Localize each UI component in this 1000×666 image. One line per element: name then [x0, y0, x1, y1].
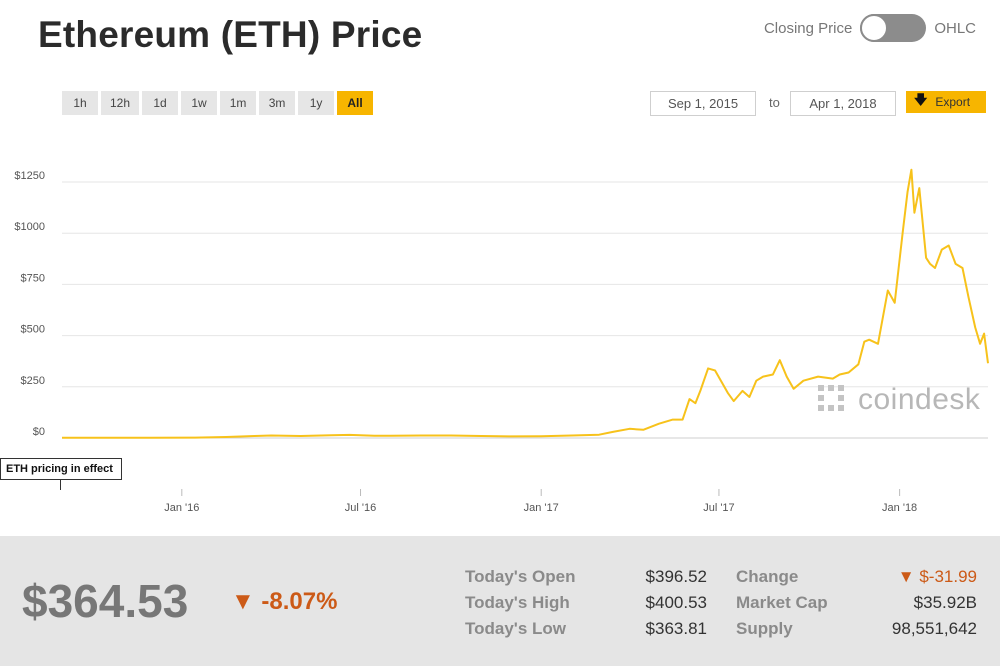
from-date-input[interactable]: Sep 1, 2015	[650, 91, 756, 116]
closing-price-label: Closing Price	[763, 19, 853, 37]
x-tick-label: Jan '17	[524, 502, 559, 514]
export-button[interactable]: 🡇 Export	[906, 91, 986, 113]
coindesk-watermark: coindesk	[816, 383, 980, 417]
toggle-knob	[860, 14, 889, 42]
stats-right-values: ▼ $-31.99 $35.92B 98,551,642	[850, 564, 977, 642]
eth-pricing-annotation: ETH pricing in effect	[0, 458, 122, 480]
y-tick-label: $250	[21, 375, 45, 387]
coindesk-wordmark: coindesk	[858, 383, 981, 416]
supply-label: Supply	[736, 619, 793, 638]
range-button-3m[interactable]: 3m	[259, 91, 296, 115]
range-button-1h[interactable]: 1h	[62, 91, 98, 115]
range-selector: 1h 12h 1d 1w 1m 3m 1y All	[62, 91, 374, 115]
todays-high-label: Today's High	[465, 593, 570, 612]
price-series-line	[62, 168, 989, 439]
price-mode-toggle[interactable]	[860, 14, 927, 42]
download-arrow-icon: 🡇	[914, 92, 928, 107]
price-summary-footer: $364.53 ▼ -8.07% Today's Open Today's Hi…	[0, 536, 1000, 666]
range-button-all[interactable]: All	[337, 91, 374, 115]
stats-right-labels: Change Market Cap Supply	[736, 564, 828, 642]
price-mode-toggle-group: Closing Price OHLC	[764, 14, 976, 42]
x-tick-label: Jul '17	[703, 502, 734, 514]
price-chart: $0$250$500$750$1000$1250 Jan '16 Jul '16 J…	[14, 168, 989, 514]
to-date-input[interactable]: Apr 1, 2018	[790, 91, 896, 116]
x-tick-label: Jul '16	[345, 502, 376, 514]
market-cap-value: $35.92B	[913, 593, 977, 612]
y-tick-label: $0	[33, 426, 45, 438]
stats-left-labels: Today's Open Today's High Today's Low	[465, 564, 575, 642]
y-tick-label: $750	[21, 272, 45, 284]
range-button-1w[interactable]: 1w	[181, 91, 218, 115]
change-value: ▼ $-31.99	[897, 567, 977, 586]
stats-left-values: $396.52 $400.53 $363.81	[600, 564, 707, 642]
page-title: Ethereum (ETH) Price	[38, 14, 423, 55]
change-percent: ▼ -8.07%	[231, 588, 338, 615]
export-label: Export	[935, 95, 971, 109]
ohlc-label: OHLC	[934, 19, 976, 37]
date-to-label: to	[769, 95, 780, 110]
todays-open-value: $396.52	[645, 567, 707, 586]
annotation-pointer	[60, 480, 61, 490]
todays-low-value: $363.81	[645, 619, 707, 638]
supply-value: 98,551,642	[891, 619, 977, 638]
range-button-12h[interactable]: 12h	[101, 91, 140, 115]
change-label: Change	[736, 567, 799, 586]
x-axis: Jan '16 Jul '16 Jan '17 Jul '17 Jan '18	[164, 489, 917, 514]
todays-open-label: Today's Open	[465, 567, 576, 586]
current-price: $364.53	[22, 575, 189, 627]
y-tick-label: $1250	[14, 170, 45, 182]
x-tick-label: Jan '18	[882, 502, 917, 514]
todays-low-label: Today's Low	[465, 619, 567, 638]
range-button-1y[interactable]: 1y	[298, 91, 335, 115]
grid-lines	[62, 181, 988, 439]
range-button-1d[interactable]: 1d	[142, 91, 179, 115]
coindesk-logo-icon	[818, 385, 844, 411]
y-tick-label: $500	[21, 324, 45, 336]
y-tick-label: $1000	[14, 221, 45, 233]
y-axis-labels: $0 $250 $500 $750 $1000 $1250	[14, 170, 45, 438]
range-button-1m[interactable]: 1m	[220, 91, 257, 115]
x-tick-label: Jan '16	[164, 502, 199, 514]
todays-high-value: $400.53	[645, 593, 707, 612]
market-cap-label: Market Cap	[736, 593, 828, 612]
